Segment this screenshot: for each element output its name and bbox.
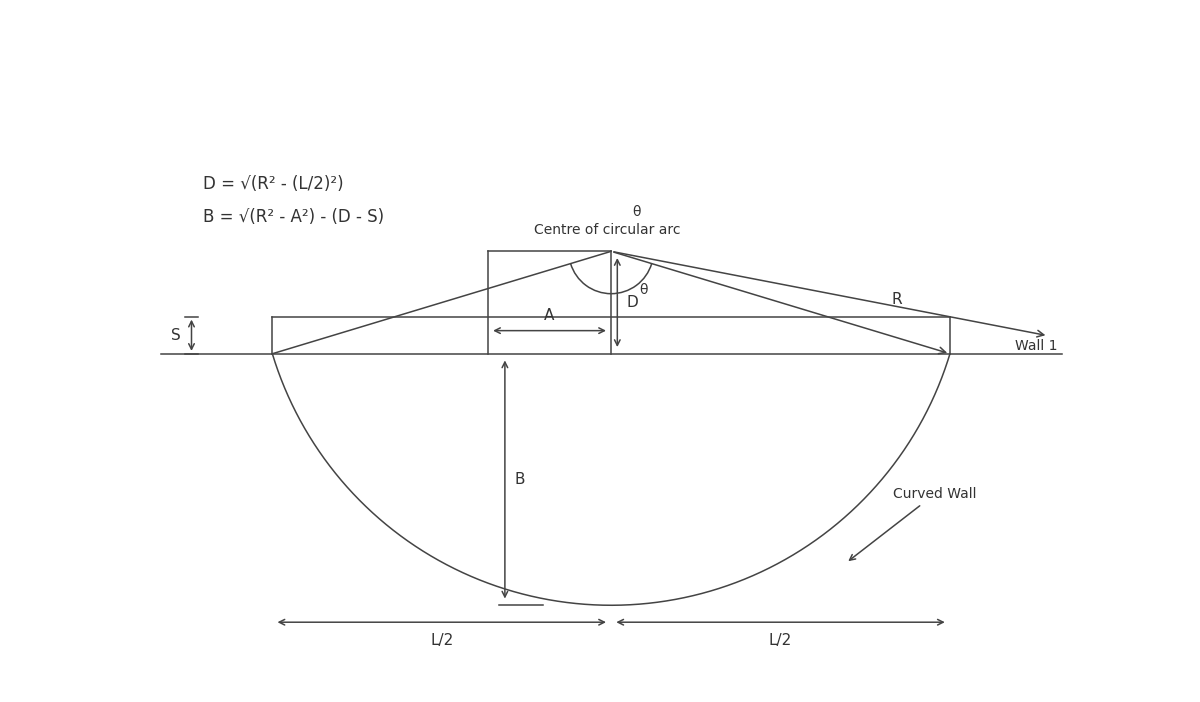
Text: R: R [892, 292, 902, 307]
Text: D: D [626, 295, 638, 310]
Text: Centre of circular arc: Centre of circular arc [534, 223, 680, 237]
Text: Wall 1: Wall 1 [1015, 339, 1057, 353]
Text: B: B [514, 472, 524, 487]
Text: B = √(R² - A²) - (D - S): B = √(R² - A²) - (D - S) [203, 208, 384, 225]
Text: D = √(R² - (L/2)²): D = √(R² - (L/2)²) [203, 176, 343, 193]
Text: θ: θ [640, 284, 648, 297]
Text: A: A [545, 308, 554, 323]
Text: L/2: L/2 [769, 633, 792, 648]
Text: Curved Wall: Curved Wall [850, 487, 977, 560]
Text: S: S [170, 328, 181, 343]
Text: L/2: L/2 [430, 633, 454, 648]
Text: θ: θ [632, 206, 641, 220]
